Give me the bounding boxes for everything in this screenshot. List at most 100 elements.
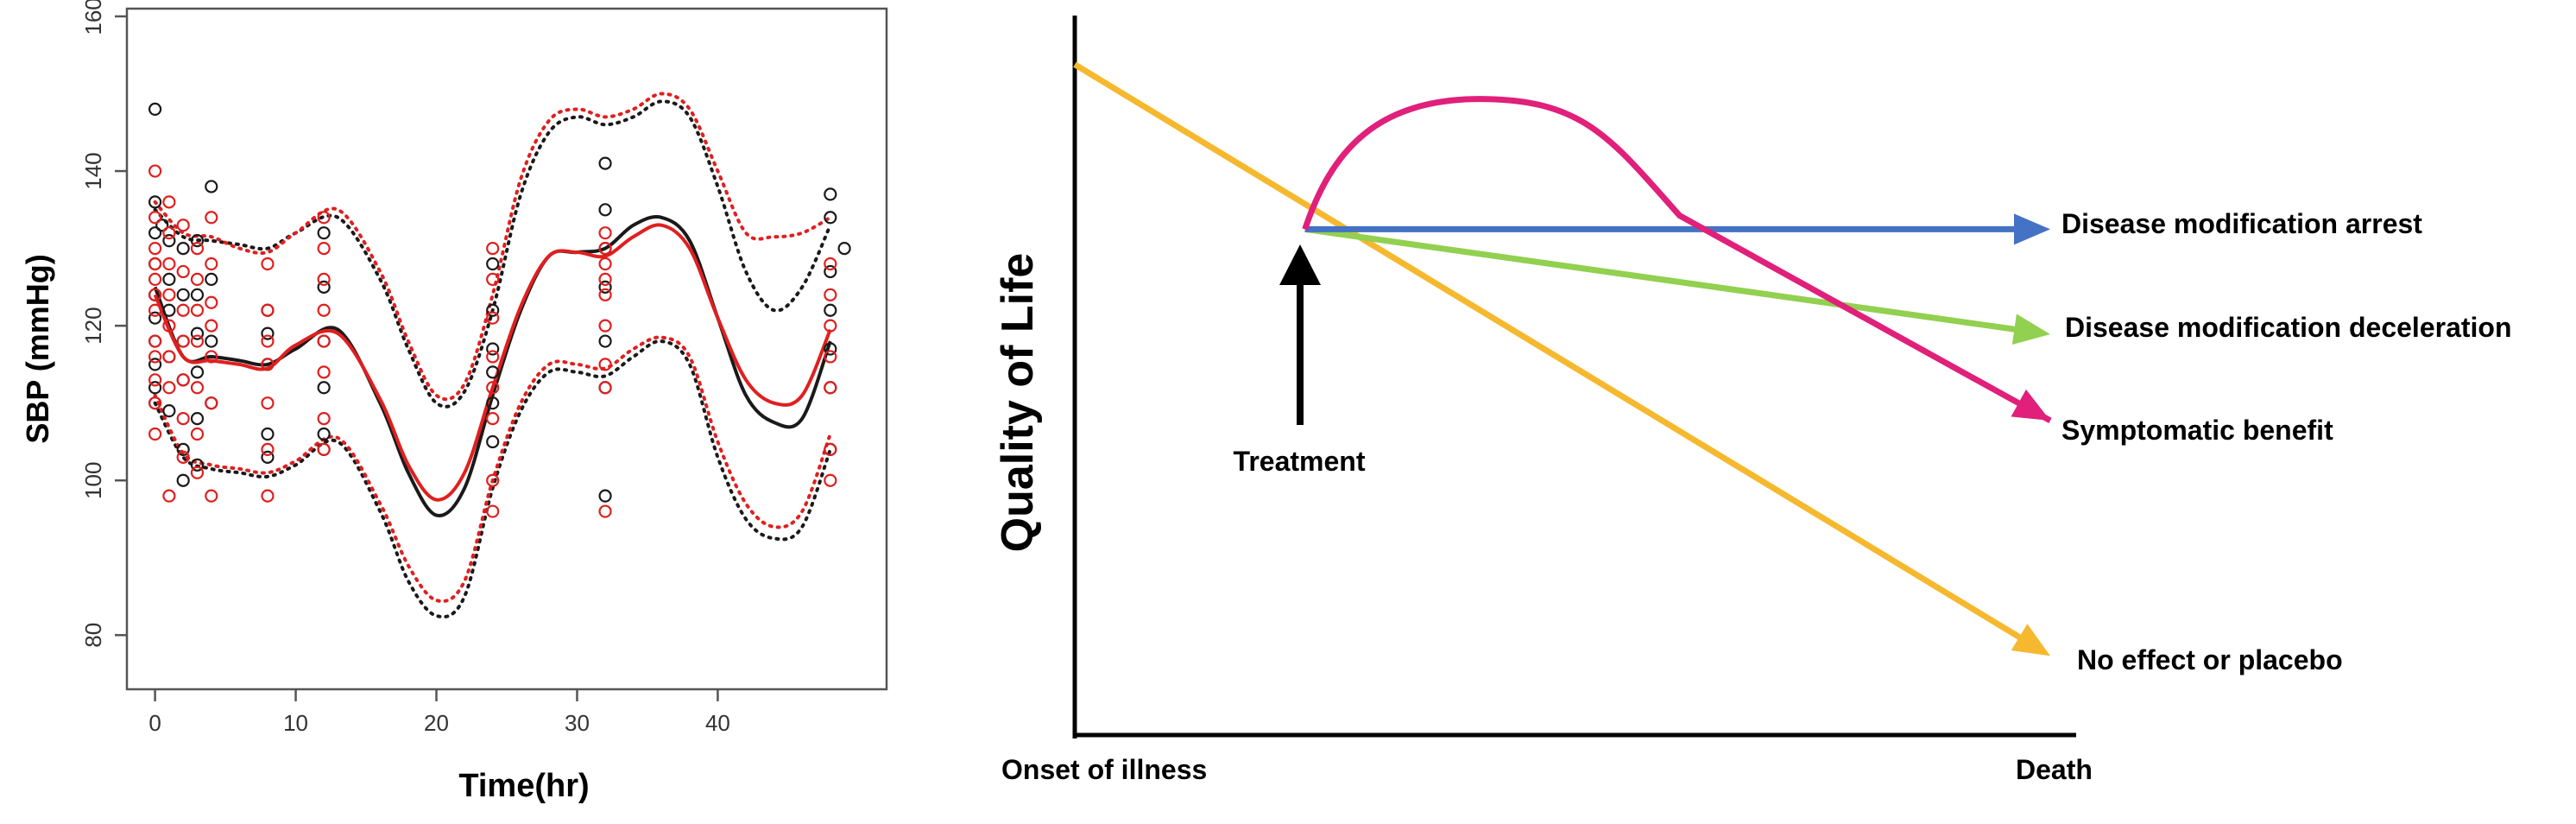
data-point-group-a bbox=[598, 203, 612, 217]
data-point-group-b bbox=[190, 381, 205, 395]
data-point-group-b bbox=[317, 365, 331, 379]
data-point-group-b bbox=[190, 427, 205, 441]
data-point-group-b bbox=[148, 272, 162, 287]
data-point-group-b bbox=[486, 381, 500, 395]
data-point-group-a bbox=[205, 334, 218, 348]
arrowhead bbox=[2011, 314, 2050, 345]
series-label: Disease modification deceleration bbox=[2065, 312, 2512, 343]
data-point-group-b bbox=[148, 211, 162, 225]
series-line bbox=[1302, 96, 2052, 424]
band-upper-group-b bbox=[153, 92, 832, 402]
series-line bbox=[1304, 225, 2034, 335]
data-point-group-b bbox=[148, 257, 162, 271]
series-label: Symptomatic benefit bbox=[2061, 415, 2333, 446]
x-axis: 0 10 20 30 40 bbox=[148, 689, 730, 736]
data-point-group-b bbox=[148, 373, 162, 387]
data-point-group-a bbox=[837, 241, 851, 256]
data-point-group-b bbox=[824, 381, 837, 395]
data-point-group-b bbox=[486, 411, 500, 426]
data-point-group-b bbox=[190, 334, 205, 348]
data-point-group-b bbox=[317, 411, 331, 426]
data-point-group-b bbox=[162, 489, 176, 503]
data-point-group-a bbox=[205, 180, 218, 193]
series-label: No effect or placebo bbox=[2077, 644, 2343, 675]
data-point-group-b bbox=[148, 288, 162, 301]
data-point-group-b bbox=[190, 303, 205, 317]
band-lower-group-a bbox=[153, 339, 832, 619]
data-point-group-b bbox=[148, 303, 162, 317]
data-point-group-a bbox=[261, 427, 275, 441]
x-axis-title: Time(hr) bbox=[458, 768, 589, 804]
data-point-group-b bbox=[162, 288, 176, 301]
data-point-group-b bbox=[261, 303, 275, 317]
data-point-group-b bbox=[205, 489, 218, 503]
data-point-group-b bbox=[190, 272, 205, 287]
series-disease-modification-arrest bbox=[1304, 213, 2050, 245]
data-point-group-a bbox=[162, 404, 176, 418]
arrowhead bbox=[2011, 624, 2050, 656]
data-point-group-a bbox=[176, 288, 190, 301]
data-point-group-b bbox=[824, 257, 837, 271]
data-point-group-a bbox=[598, 280, 612, 294]
data-point-group-a bbox=[824, 342, 837, 356]
series-symptomatic-benefit bbox=[1302, 96, 2052, 424]
data-point-group-a bbox=[155, 219, 169, 232]
data-point-group-b bbox=[824, 442, 837, 457]
data-point-group-b bbox=[162, 350, 176, 364]
data-point-group-a bbox=[190, 411, 205, 426]
series-no-effect-or-placebo bbox=[1073, 61, 2050, 656]
data-point-group-b bbox=[148, 241, 162, 256]
data-point-group-b bbox=[824, 288, 837, 301]
data-point-group-b bbox=[598, 272, 612, 287]
data-point-group-a bbox=[824, 187, 837, 201]
data-point-group-b bbox=[205, 295, 218, 309]
data-point-group-b bbox=[162, 226, 176, 240]
data-point-group-b bbox=[162, 381, 176, 395]
data-point-group-b bbox=[190, 241, 205, 256]
data-point-group-b bbox=[317, 241, 331, 256]
data-point-group-b bbox=[598, 241, 612, 256]
data-point-group-b bbox=[148, 164, 162, 178]
treatment-label: Treatment bbox=[1234, 446, 1366, 477]
data-point-group-a bbox=[148, 102, 162, 117]
y-tick-label: 100 bbox=[80, 462, 106, 499]
data-point-group-a bbox=[148, 381, 162, 395]
data-point-group-a bbox=[598, 489, 612, 503]
x-tick-label: 0 bbox=[148, 710, 161, 736]
band-lower-group-b bbox=[153, 335, 832, 604]
data-point-group-b bbox=[317, 334, 331, 348]
data-point-group-b bbox=[317, 303, 331, 317]
data-point-group-b bbox=[261, 442, 275, 457]
y-axis-title: SBP (mmHg) bbox=[20, 254, 55, 443]
data-point-group-a bbox=[824, 303, 837, 317]
x-tick-onset: Onset of illness bbox=[1001, 754, 1207, 785]
treatment-arrow bbox=[1279, 244, 1321, 425]
arrowhead bbox=[2011, 389, 2050, 421]
data-point-group-b bbox=[317, 442, 331, 457]
data-point-group-b bbox=[598, 288, 612, 301]
data-point-group-a bbox=[317, 427, 331, 441]
data-point-group-a bbox=[486, 434, 500, 449]
data-point-group-b bbox=[148, 350, 162, 364]
data-point-group-a bbox=[162, 303, 176, 317]
sbp-chart: 80 100 120 140 160 0 10 20 30 40 Time(hr) SBP (m… bbox=[20, 0, 888, 804]
data-point-group-b bbox=[486, 504, 500, 518]
data-point-group-b bbox=[598, 358, 612, 371]
y-tick-label: 80 bbox=[80, 623, 106, 648]
data-point-group-a bbox=[190, 326, 205, 340]
trajectory-labels: No effect or placebo Disease modification… bbox=[2061, 208, 2512, 675]
data-point-group-a bbox=[486, 342, 500, 356]
y-axis-title: Quality of Life bbox=[993, 253, 1043, 553]
data-point-group-b bbox=[190, 466, 205, 479]
fit-lines bbox=[153, 92, 832, 619]
data-point-group-b bbox=[598, 319, 612, 333]
data-point-group-b bbox=[205, 257, 218, 271]
data-point-group-a bbox=[486, 303, 500, 317]
data-point-group-b bbox=[162, 195, 176, 209]
fit-line-group-b bbox=[153, 223, 832, 502]
data-point-group-a bbox=[598, 334, 612, 348]
data-point-group-b bbox=[824, 473, 837, 487]
data-point-group-b bbox=[824, 350, 837, 364]
data-point-group-b bbox=[148, 427, 162, 441]
data-point-group-b bbox=[205, 211, 218, 225]
